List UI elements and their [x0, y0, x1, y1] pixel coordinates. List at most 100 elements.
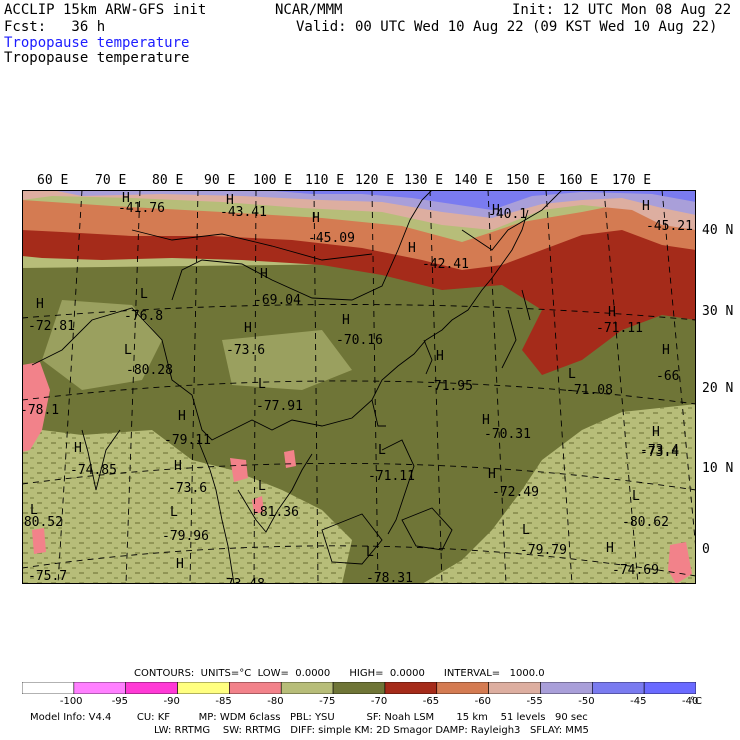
lon-label: 90 E: [204, 173, 236, 188]
high-marker: H: [652, 425, 660, 440]
colorbar-swatch: [592, 682, 645, 694]
extremum-value: -69.04: [254, 293, 301, 308]
high-marker: H: [342, 313, 350, 328]
high-marker: H: [36, 297, 44, 312]
extremum-value: -73.6: [226, 343, 265, 358]
extremum-value: -72.81: [28, 319, 75, 334]
extremum-value: -74.85: [70, 463, 117, 478]
high-marker: H: [178, 409, 186, 424]
extremum-value: -79.11: [164, 433, 211, 448]
colorbar: [22, 682, 696, 694]
tropopause-temperature-map: H-41.76H-43.41 H-45.09H-42.41H-40.1H-45.2…: [22, 190, 696, 584]
lon-label: 80 E: [152, 173, 184, 188]
valid-time: Valid: 00 UTC Wed 10 Aug 22 (09 KST Wed …: [296, 19, 718, 35]
extremum-value: -81.36: [252, 505, 299, 520]
lon-label: 60 E: [37, 173, 69, 188]
lon-label: 100 E: [253, 173, 293, 188]
extremum-value: -79.96: [162, 529, 209, 544]
low-marker: L: [30, 503, 38, 518]
extremum-value: -73.4: [640, 443, 679, 458]
low-marker: L: [140, 287, 148, 302]
extremum-value: -43.41: [220, 205, 267, 220]
colorbar-label: -90: [163, 696, 180, 707]
colorbar-unit: °C: [690, 696, 702, 707]
colorbar-swatch: [643, 682, 696, 694]
high-marker: H: [176, 557, 184, 572]
colorbar-swatch: [488, 682, 541, 694]
graticule: [22, 190, 696, 584]
extremum-value: -40.1: [488, 207, 527, 222]
lon-label: 70 E: [95, 173, 127, 188]
low-marker: L: [258, 377, 266, 392]
high-marker: H: [488, 467, 496, 482]
colorbar-swatch: [280, 682, 334, 694]
high-marker: H: [606, 541, 614, 556]
band-lt45: [262, 190, 696, 210]
colorbar-label: -95: [111, 696, 129, 707]
high-marker: H: [74, 441, 82, 456]
high-marker: H: [260, 267, 268, 282]
lon-label: 160 E: [559, 173, 599, 188]
model-info-line2: LW: RRTMG SW: RRTMG DIFF: simple KM: 2D …: [154, 725, 589, 736]
low-marker: L: [378, 443, 386, 458]
extremum-value: -73.4: [640, 445, 679, 460]
extremum-value: -71.95: [426, 379, 473, 394]
extremum-value: -45.21: [646, 219, 693, 234]
extremum-value: -45.09: [308, 231, 355, 246]
extremum-value: -70.16: [336, 333, 383, 348]
low-marker: L: [170, 505, 178, 520]
low-marker: L: [258, 479, 266, 494]
lat-label: 40 N: [702, 223, 734, 238]
extremum-value: -73.48: [218, 577, 265, 584]
extremum-value: -71.11: [596, 321, 643, 336]
extremum-value: -80.28: [126, 363, 173, 378]
high-marker: H: [608, 305, 616, 320]
colorbar-label: -40: [682, 696, 699, 707]
lat-label: 10 N: [702, 461, 734, 476]
coastlines: [31, 190, 563, 584]
extremum-value: -70.31: [484, 427, 531, 442]
low-marker: L: [632, 489, 640, 504]
field-title-blue: Tropopause temperature: [4, 35, 190, 51]
lat-label: 20 N: [702, 381, 734, 396]
colorbar-swatch: [177, 682, 230, 694]
colorbar-swatch: [332, 682, 386, 694]
colorbar-swatch: [229, 682, 282, 694]
colorbar-label: -75: [319, 696, 336, 707]
extremum-value: -42.41: [422, 257, 469, 272]
colorbar-label: -55: [526, 696, 543, 707]
high-marker: H: [482, 413, 490, 428]
band-lt80: [22, 362, 692, 584]
high-marker: H: [492, 203, 500, 218]
extremum-value: -78.31: [366, 571, 413, 584]
lon-label: 140 E: [454, 173, 494, 188]
high-marker: H: [408, 241, 416, 256]
extremum-value: -73.6: [168, 481, 207, 496]
colorbar-swatch: [436, 682, 489, 694]
extremum-value: -66: [656, 369, 679, 384]
colorbar-label: -65: [422, 696, 440, 707]
extremum-value: -76.8: [124, 309, 163, 324]
high-marker: H: [244, 321, 252, 336]
extremum-value: -72.49: [492, 485, 539, 500]
colorbar-label: -85: [215, 696, 232, 707]
high-marker: H: [642, 199, 650, 214]
lon-label: 170 E: [612, 173, 652, 188]
forecast-hour: Fcst: 36 h: [4, 19, 106, 35]
lon-label: 110 E: [305, 173, 345, 188]
colorbar-label: -50: [578, 696, 595, 707]
low-marker: L: [124, 343, 132, 358]
lat-label: 0: [702, 542, 710, 557]
high-marker: H: [662, 343, 670, 358]
high-marker: H: [122, 191, 130, 206]
colorbar-label: -45: [630, 696, 647, 707]
low-marker: L: [366, 545, 374, 560]
extremum-value: -71.11: [368, 469, 415, 484]
colorbar-swatch: [125, 682, 178, 694]
lat-label: 30 N: [702, 304, 734, 319]
band-lt50: [52, 190, 696, 218]
field-title: Tropopause temperature: [4, 50, 190, 66]
lon-label: 130 E: [404, 173, 444, 188]
band-lt60: [22, 200, 696, 270]
high-marker: H: [226, 193, 234, 208]
